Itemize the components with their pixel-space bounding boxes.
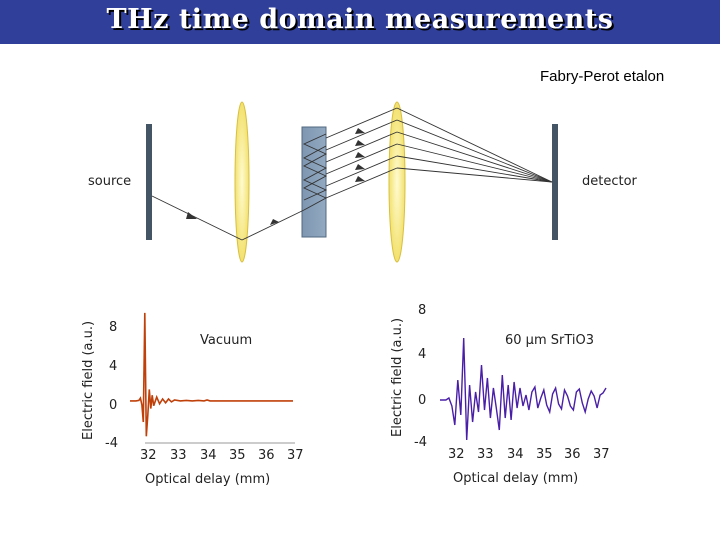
chart1-series-line	[130, 312, 293, 437]
chart2-xtick-37: 37	[593, 447, 610, 462]
chart2-xtick-36: 36	[564, 447, 581, 462]
chart2-series-line	[440, 337, 607, 441]
detector-plate	[552, 124, 558, 240]
chart2-xlabel: Optical delay (mm)	[453, 471, 579, 486]
chart2-ytick-minus4: -4	[414, 435, 427, 450]
optical-setup-diagram	[146, 101, 558, 263]
chart2-ylabel: Electric field (a.u.)	[390, 317, 405, 437]
source-label: source	[88, 174, 132, 189]
chart2-xtick-35: 35	[536, 447, 553, 462]
lens-1	[234, 101, 250, 263]
chart2-ytick-0: 0	[418, 393, 427, 408]
chart2-annotation: 60 µm SrTiO3	[505, 333, 594, 348]
chart1-xlabel: Optical delay (mm)	[145, 472, 271, 487]
chart1-xtick-34: 34	[200, 448, 217, 463]
lens-2	[388, 101, 406, 263]
chart2-xtick-33: 33	[477, 447, 494, 462]
chart1-ytick-8: 8	[109, 320, 118, 335]
chart1-xtick-37: 37	[287, 448, 304, 463]
chart2-ytick-8: 8	[418, 303, 427, 318]
chart1-ytick-0: 0	[109, 398, 118, 413]
diagram-subtitle: Fabry-Perot etalon	[540, 68, 665, 85]
beam-rays	[151, 107, 553, 241]
chart1-xtick-32: 32	[140, 448, 157, 463]
chart2-ytick-4: 4	[418, 347, 427, 362]
chart2-xtick-34: 34	[507, 447, 524, 462]
chart1-ytick-4: 4	[109, 359, 118, 374]
detector-label: detector	[582, 174, 637, 189]
chart1-xtick-36: 36	[258, 448, 275, 463]
ray-arrows	[186, 128, 365, 225]
chart1-xtick-33: 33	[170, 448, 187, 463]
source-plate	[146, 124, 152, 240]
chart1-xtick-35: 35	[229, 448, 246, 463]
chart2-xtick-32: 32	[448, 447, 465, 462]
title-bar: THz time domain measurements	[0, 0, 720, 44]
page-title: THz time domain measurements	[106, 4, 614, 35]
chart1-annotation: Vacuum	[200, 333, 253, 348]
chart1-ytick-minus4: -4	[105, 436, 118, 451]
